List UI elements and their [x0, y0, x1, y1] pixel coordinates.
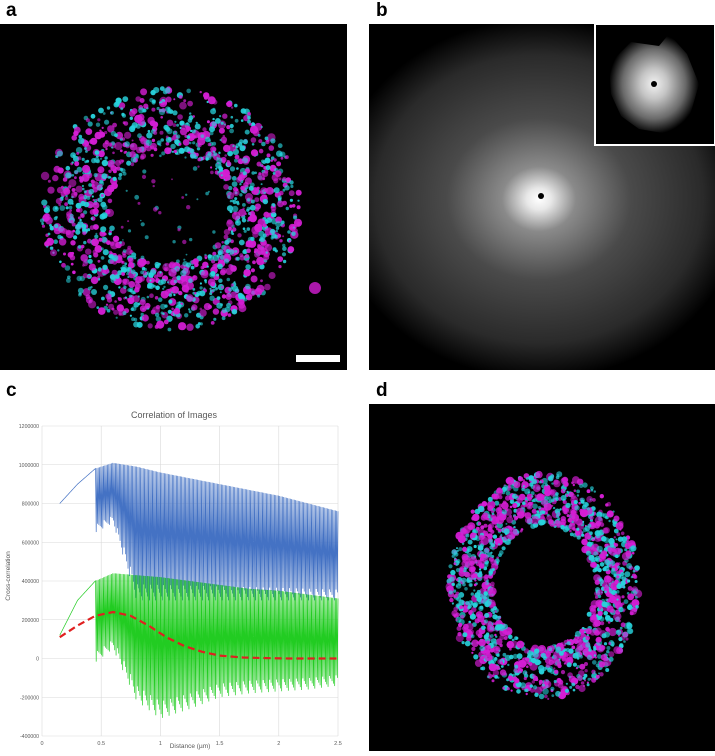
- x-tick-label: 0: [40, 741, 43, 747]
- y-tick-label: 0: [36, 657, 39, 663]
- series-line-fit: [59, 610, 338, 660]
- y-tick-label: 1000000: [19, 463, 39, 469]
- x-tick-label: 2.5: [334, 741, 342, 747]
- x-tick-label: 1: [159, 741, 162, 747]
- series-layer: [59, 462, 339, 718]
- correlation-chart: Correlation of Images 1200000 1000000 8000…: [0, 404, 348, 751]
- series-line-green: [59, 573, 339, 718]
- y-tick-label: -200000: [20, 695, 39, 701]
- y-tick-label: 200000: [22, 618, 39, 624]
- y-tick-label: 400000: [22, 579, 39, 585]
- y-tick-label: 1200000: [19, 424, 39, 430]
- correlation-map-image: [369, 24, 715, 370]
- fluorescence-ring-image-a: [39, 86, 340, 362]
- image-panel-b: [369, 24, 715, 370]
- correlation-chart-svg: Correlation of Images 120000010000008000…: [5, 410, 342, 750]
- panel-label-a: a: [6, 0, 17, 21]
- inset-zoom: [594, 24, 715, 146]
- y-tick-label: -400000: [20, 734, 39, 740]
- x-tick-label: 1.5: [216, 741, 224, 747]
- fluorescence-ring-image-d: [445, 470, 643, 700]
- y-tick-label: 600000: [22, 540, 39, 546]
- x-tick-labels: 0 0.5 1 1.5 2 2.5: [40, 741, 341, 747]
- x-axis-label: Distance (µm): [170, 743, 211, 750]
- series-line-blue: [59, 462, 339, 601]
- image-panel-d: [369, 404, 715, 751]
- x-tick-label: 2: [277, 741, 280, 747]
- y-tick-labels: 1200000 1000000 800000 600000 400000 200000 0 -…: [19, 424, 39, 740]
- y-tick-label: 800000: [22, 502, 39, 508]
- x-tick-label: 0.5: [97, 741, 105, 747]
- panel-label-d: d: [376, 380, 388, 401]
- panel-label-b: b: [376, 0, 388, 21]
- y-axis-label: Cross-correlation: [5, 551, 12, 601]
- chart-title: Correlation of Images: [131, 410, 218, 420]
- image-panel-a: [0, 24, 347, 370]
- scale-bar: [296, 355, 340, 362]
- panel-label-c: c: [6, 380, 17, 401]
